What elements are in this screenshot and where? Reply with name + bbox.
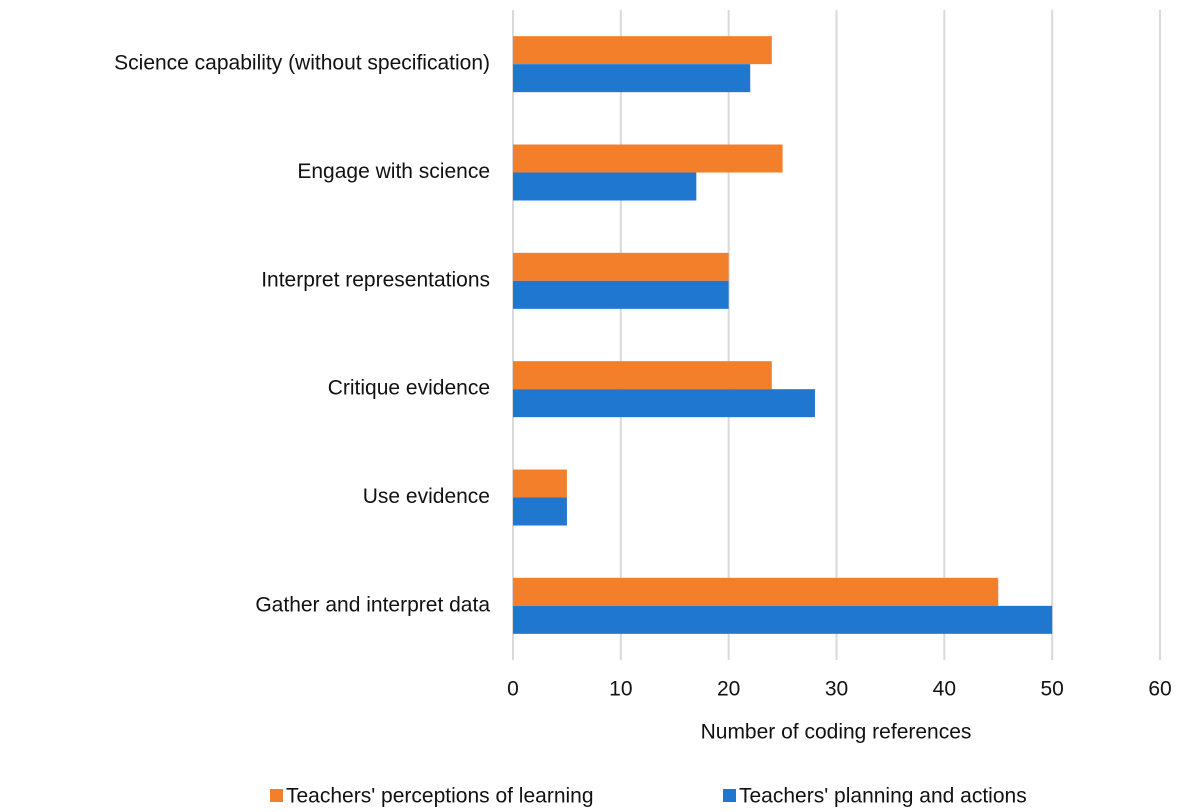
bar [513,497,567,526]
x-tick-label: 10 [609,678,632,701]
bar [513,172,697,201]
y-tick-label: Critique evidence [328,377,490,400]
x-tick-label: 20 [717,678,740,701]
x-tick-label: 40 [933,678,956,701]
bar [513,36,772,65]
y-tick-label: Engage with science [297,160,490,183]
y-tick-label: Gather and interpret data [255,593,490,616]
bar [513,252,729,281]
legend-swatch [270,789,283,802]
x-tick-label: 0 [507,678,519,701]
y-tick-label: Use evidence [363,485,490,508]
bar [513,144,783,173]
legend-label: Teachers' perceptions of learning [286,785,594,808]
x-tick-label: 30 [825,678,848,701]
y-tick-label: Science capability (without specificatio… [114,52,490,75]
x-axis-title: Number of coding references [701,721,972,744]
bar [513,389,815,418]
legend-swatch [723,789,736,802]
y-tick-label: Interpret representations [261,268,490,291]
bar [513,64,751,93]
bar [513,469,567,498]
bar [513,280,729,309]
bar [513,577,999,606]
bar [513,361,772,390]
bar [513,605,1053,634]
legend-label: Teachers' planning and actions [739,785,1027,808]
x-tick-label: 50 [1040,678,1063,701]
x-tick-label: 60 [1148,678,1171,701]
